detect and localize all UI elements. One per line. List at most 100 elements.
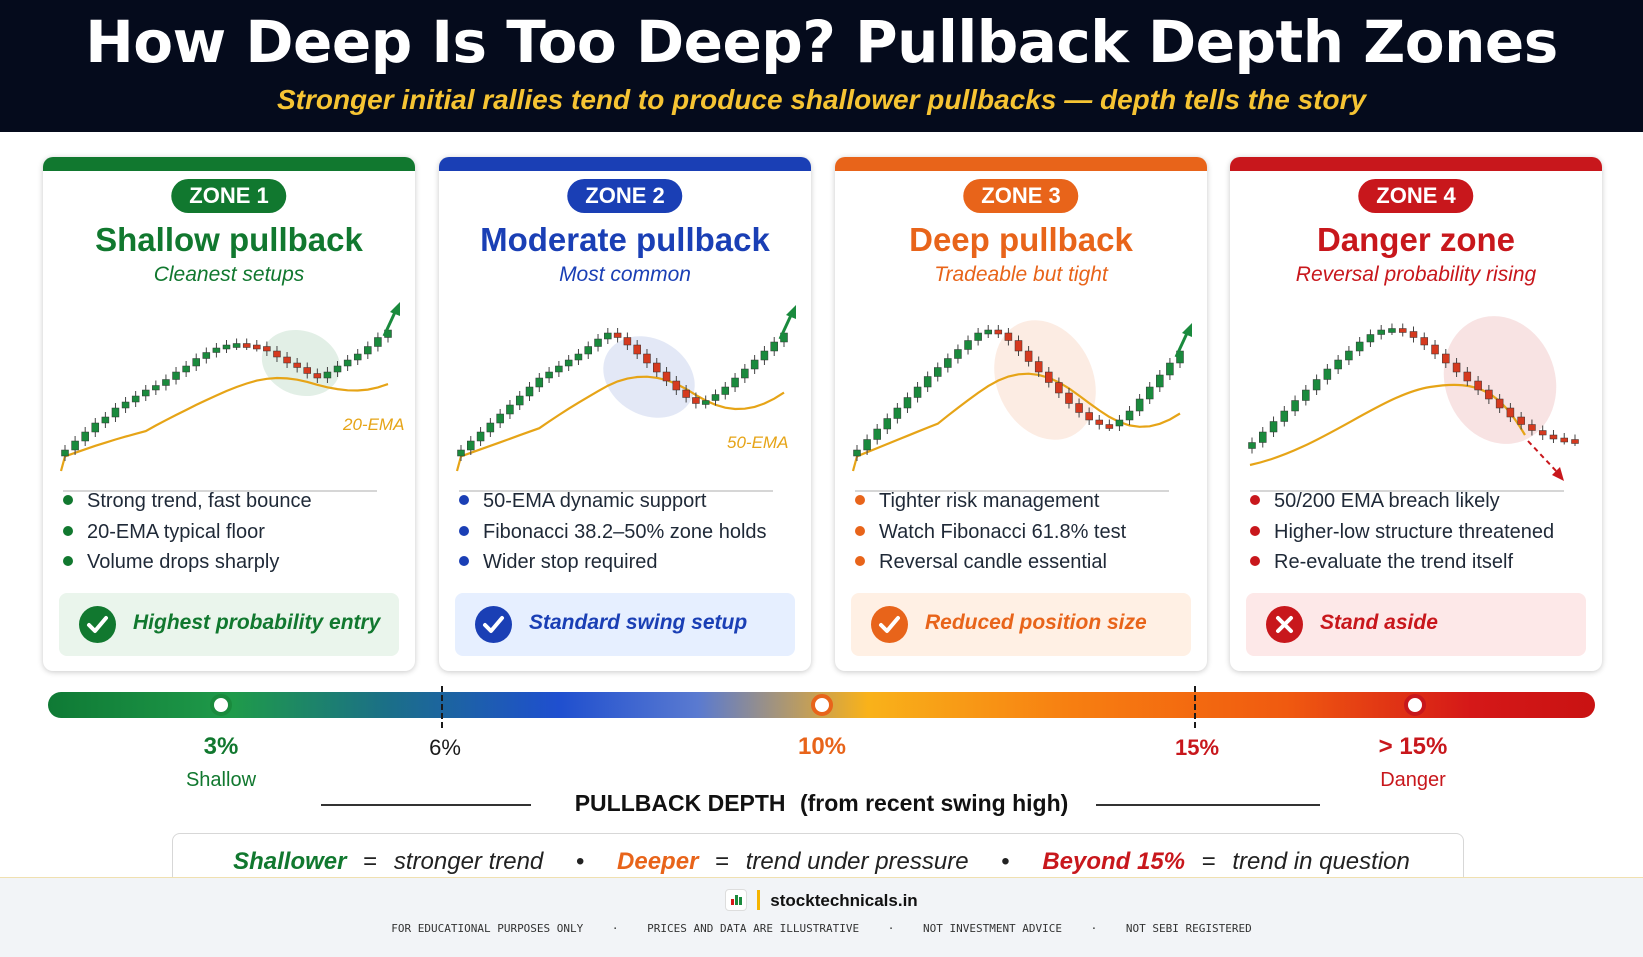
candle xyxy=(1571,434,1579,446)
candle xyxy=(476,427,485,446)
card-top-bar xyxy=(1230,157,1602,171)
candle xyxy=(1517,412,1525,430)
zone-subtitle: Tradeable but tight xyxy=(934,263,1108,286)
candle xyxy=(604,328,612,344)
candlestick-illustration: 50-EMA xyxy=(455,305,796,492)
candle xyxy=(1156,370,1164,392)
candle xyxy=(564,355,573,371)
divider-right xyxy=(1096,804,1320,806)
candle xyxy=(222,340,231,353)
candle xyxy=(1280,406,1289,427)
candle xyxy=(303,362,311,379)
zone-badge: ZONE 2 xyxy=(567,179,683,213)
candle xyxy=(172,367,180,385)
candle xyxy=(1334,355,1342,374)
legend-eq-3: = xyxy=(1201,848,1216,875)
candle xyxy=(1323,364,1332,385)
ema-label: 20-EMA xyxy=(342,415,404,434)
candle xyxy=(1495,394,1504,413)
candle xyxy=(692,392,700,409)
candle xyxy=(232,338,241,350)
candle xyxy=(1269,416,1278,437)
candle xyxy=(873,424,881,445)
zone-bullet: 50-EMA dynamic support xyxy=(459,486,767,517)
zone-bullets: 50/200 EMA breach likely Higher-low struc… xyxy=(1250,486,1554,578)
zone-badge: ZONE 1 xyxy=(171,179,287,213)
candle xyxy=(91,418,100,437)
candle xyxy=(374,332,382,352)
up-arrow-icon xyxy=(1174,330,1190,358)
card-top-bar xyxy=(835,157,1207,171)
scale-label-10: 10% xyxy=(797,733,847,760)
x-icon xyxy=(1266,606,1303,643)
verdict-text: Reduced position size xyxy=(925,611,1147,634)
verdict-text: Stand aside xyxy=(1320,611,1438,634)
candle xyxy=(633,340,641,359)
ema-line xyxy=(851,372,1181,472)
candle xyxy=(1431,340,1439,359)
candle xyxy=(883,413,892,434)
candle xyxy=(893,403,902,424)
candle xyxy=(1377,325,1385,340)
scale-tick-6 xyxy=(441,686,443,728)
verdict-text: Highest probability entry xyxy=(133,611,381,634)
candle xyxy=(61,445,69,461)
candle xyxy=(1452,358,1461,377)
candlestick-illustration: 20-EMA xyxy=(59,302,404,492)
candle xyxy=(1355,337,1364,356)
candle xyxy=(711,389,720,406)
candle xyxy=(750,355,759,374)
zone-title: Deep pullback xyxy=(909,221,1133,258)
ema-line xyxy=(59,376,389,472)
scale-caption-shallow: Shallow xyxy=(185,769,257,791)
candle xyxy=(1065,388,1073,409)
brand-link[interactable]: stocktechnicals.in xyxy=(770,891,918,910)
bullet-dot-icon xyxy=(1250,556,1260,566)
zone-badge: ZONE 4 xyxy=(1358,179,1474,213)
candle xyxy=(1538,425,1547,440)
legend-row: Shallower = stronger trend • Deeper = tr… xyxy=(0,848,1643,876)
brand-separator xyxy=(757,890,761,910)
candle xyxy=(701,395,710,409)
scale-marker-10 xyxy=(811,694,833,716)
candle xyxy=(643,349,651,368)
candle xyxy=(1105,419,1114,431)
candle xyxy=(672,376,681,395)
scale-marker-over-15 xyxy=(1404,694,1426,716)
candlestick-illustration xyxy=(1248,316,1579,492)
bar-chart-icon xyxy=(725,889,748,911)
bullet-dot-icon xyxy=(63,556,73,566)
zone-verdict: Standard swing setup xyxy=(455,593,795,656)
legend-beyond: Beyond 15% xyxy=(1042,848,1186,875)
candle xyxy=(974,328,982,346)
candle xyxy=(1095,415,1103,430)
candle xyxy=(853,445,861,461)
candle xyxy=(613,328,622,343)
disclaimer-sep-3: · xyxy=(1090,922,1098,935)
candle xyxy=(594,334,602,352)
candle xyxy=(1345,346,1353,365)
candle xyxy=(964,335,972,355)
zone-subtitle: Most common xyxy=(559,263,691,286)
candle xyxy=(202,347,211,364)
candle xyxy=(242,338,251,350)
candle xyxy=(263,341,271,356)
pullback-highlight xyxy=(994,320,1096,440)
card-top-bar xyxy=(43,157,415,171)
candle xyxy=(283,352,291,368)
candle xyxy=(1485,385,1493,404)
legend-sep-1: • xyxy=(575,848,585,875)
zone-bullet: Reversal candle essential xyxy=(855,547,1126,578)
zone-verdict: Highest probability entry xyxy=(59,593,399,656)
candle xyxy=(121,397,130,413)
zone-bullet: Volume drops sharply xyxy=(63,547,312,578)
zone-bullet: 20-EMA typical floor xyxy=(63,517,312,548)
page-title: How Deep Is Too Deep? Pullback Depth Zon… xyxy=(85,8,1558,76)
zone-bullets: Strong trend, fast bounce 20-EMA typical … xyxy=(63,486,312,578)
candle xyxy=(343,355,352,371)
candle xyxy=(192,353,200,371)
candle xyxy=(1014,335,1023,356)
candle xyxy=(1085,407,1093,425)
candle xyxy=(111,403,120,422)
scale-marker-3 xyxy=(210,694,232,716)
